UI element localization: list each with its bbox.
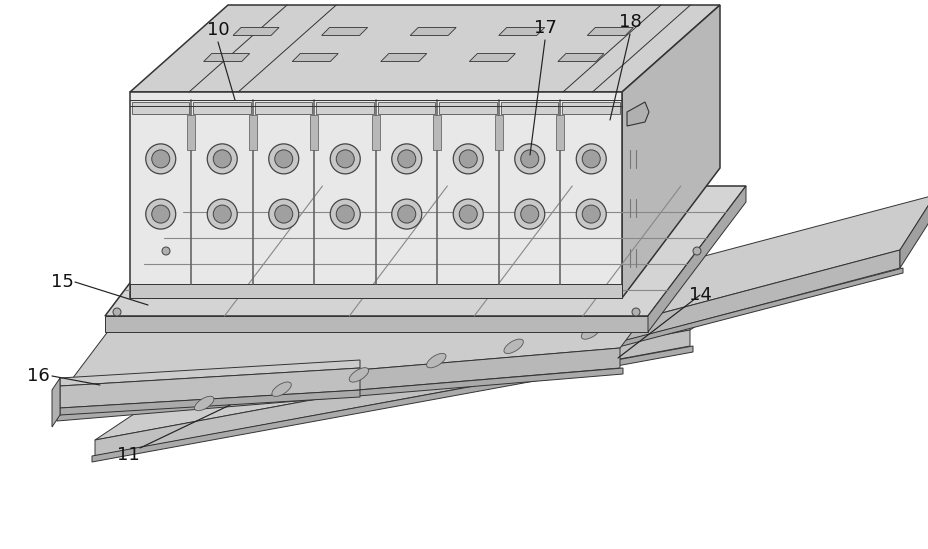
Polygon shape: [130, 284, 622, 298]
Circle shape: [458, 205, 477, 223]
Circle shape: [392, 199, 421, 229]
Polygon shape: [105, 316, 648, 332]
Circle shape: [453, 199, 483, 229]
Text: 16: 16: [27, 367, 49, 385]
Polygon shape: [95, 330, 690, 456]
Circle shape: [213, 205, 231, 223]
Polygon shape: [310, 115, 318, 150]
Text: 17: 17: [533, 19, 556, 37]
Text: 15: 15: [50, 273, 73, 291]
Circle shape: [631, 308, 639, 316]
Circle shape: [151, 150, 170, 168]
Polygon shape: [495, 115, 502, 150]
Circle shape: [336, 150, 354, 168]
Circle shape: [575, 199, 606, 229]
Circle shape: [113, 308, 121, 316]
Circle shape: [397, 150, 416, 168]
Polygon shape: [60, 218, 717, 395]
Circle shape: [151, 205, 170, 223]
Polygon shape: [626, 102, 649, 126]
Polygon shape: [560, 195, 928, 340]
Circle shape: [458, 150, 477, 168]
Polygon shape: [292, 54, 338, 61]
Circle shape: [514, 199, 544, 229]
Polygon shape: [316, 102, 374, 114]
Circle shape: [582, 205, 599, 223]
Ellipse shape: [272, 382, 291, 396]
Polygon shape: [439, 102, 496, 114]
Circle shape: [146, 199, 175, 229]
Circle shape: [336, 205, 354, 223]
Polygon shape: [130, 92, 622, 298]
Ellipse shape: [194, 396, 213, 411]
Circle shape: [268, 199, 299, 229]
Polygon shape: [193, 102, 251, 114]
Circle shape: [392, 144, 421, 174]
Text: 14: 14: [688, 286, 711, 304]
Polygon shape: [378, 102, 435, 114]
Circle shape: [161, 247, 170, 255]
Polygon shape: [500, 102, 558, 114]
Polygon shape: [557, 268, 902, 363]
Polygon shape: [586, 27, 633, 36]
Ellipse shape: [503, 339, 522, 354]
Polygon shape: [433, 115, 441, 150]
Circle shape: [329, 199, 360, 229]
Circle shape: [575, 144, 606, 174]
Text: 10: 10: [206, 21, 229, 39]
Polygon shape: [60, 368, 360, 408]
Polygon shape: [648, 186, 745, 332]
Polygon shape: [558, 54, 603, 61]
Polygon shape: [60, 390, 360, 415]
Polygon shape: [130, 5, 719, 92]
Circle shape: [521, 150, 538, 168]
Polygon shape: [498, 27, 544, 36]
Circle shape: [207, 199, 237, 229]
Polygon shape: [254, 102, 312, 114]
Circle shape: [213, 150, 231, 168]
Polygon shape: [561, 102, 619, 114]
Polygon shape: [95, 290, 749, 440]
Polygon shape: [60, 360, 360, 386]
Polygon shape: [321, 27, 367, 36]
Circle shape: [514, 144, 544, 174]
Ellipse shape: [349, 368, 368, 382]
Polygon shape: [622, 5, 719, 298]
Text: 18: 18: [618, 13, 640, 31]
Circle shape: [275, 205, 292, 223]
Circle shape: [329, 144, 360, 174]
Polygon shape: [410, 27, 456, 36]
Circle shape: [397, 205, 416, 223]
Polygon shape: [556, 115, 564, 150]
Polygon shape: [380, 54, 426, 61]
Circle shape: [521, 205, 538, 223]
Polygon shape: [105, 186, 745, 316]
Polygon shape: [52, 378, 60, 427]
Polygon shape: [203, 54, 250, 61]
Ellipse shape: [581, 325, 600, 339]
Polygon shape: [187, 115, 195, 150]
Polygon shape: [560, 250, 899, 358]
Polygon shape: [60, 348, 619, 415]
Circle shape: [146, 144, 175, 174]
Polygon shape: [899, 195, 928, 268]
Polygon shape: [249, 115, 257, 150]
Circle shape: [453, 144, 483, 174]
Circle shape: [207, 144, 237, 174]
Polygon shape: [92, 346, 692, 462]
Circle shape: [275, 150, 292, 168]
Polygon shape: [371, 115, 380, 150]
Polygon shape: [57, 368, 623, 421]
Text: 11: 11: [117, 446, 139, 464]
Polygon shape: [233, 27, 278, 36]
Circle shape: [582, 150, 599, 168]
Polygon shape: [469, 54, 515, 61]
Circle shape: [268, 144, 299, 174]
Ellipse shape: [426, 354, 445, 368]
Polygon shape: [132, 102, 189, 114]
Circle shape: [692, 247, 701, 255]
